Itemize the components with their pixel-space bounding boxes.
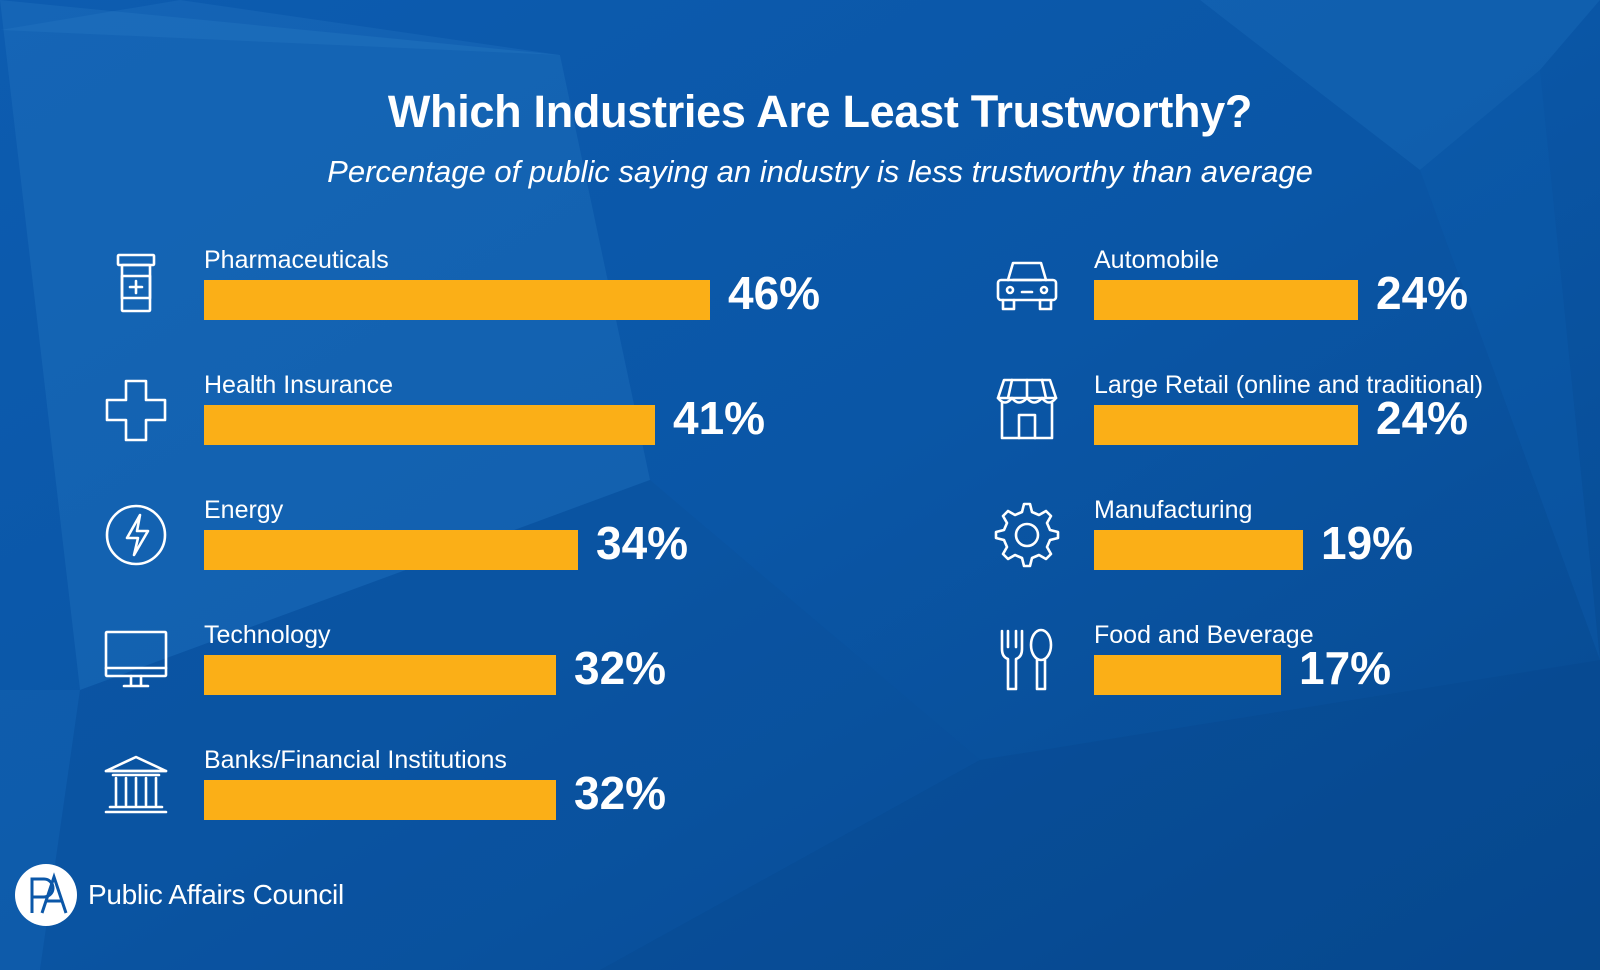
- fork-spoon-icon: [1000, 628, 1053, 691]
- bar: [204, 530, 578, 570]
- bar-label: Food and Beverage: [1094, 621, 1314, 649]
- lightning-bolt-icon: [105, 504, 167, 566]
- bar-label: Energy: [204, 496, 284, 524]
- bar: [1094, 655, 1281, 695]
- bar-value-label: 34%: [596, 517, 689, 569]
- bank-building-icon: [104, 755, 168, 814]
- bar-row-technology: Technology 32%: [101, 621, 721, 711]
- bar-value-label: 32%: [574, 767, 667, 819]
- storefront-icon: [996, 378, 1058, 440]
- bar-value-label: 46%: [728, 267, 821, 319]
- bar-value-label: 41%: [673, 392, 766, 444]
- bar-label: Technology: [204, 621, 331, 649]
- computer-monitor-icon: [104, 630, 168, 688]
- bar: [1094, 530, 1303, 570]
- bar-row-manufacturing: Manufacturing 19%: [992, 496, 1600, 586]
- gear-icon: [994, 502, 1060, 568]
- bar-row-large-retail-online-and-traditional: Large Retail (online and traditional) 24%: [992, 371, 1600, 461]
- bar: [204, 280, 710, 320]
- bar-row-health-insurance: Health Insurance 41%: [101, 371, 765, 461]
- bar: [1094, 405, 1358, 445]
- bar-value-label: 24%: [1376, 267, 1469, 319]
- bar-label: Automobile: [1094, 246, 1220, 274]
- chart-title: Which Industries Are Least Trustworthy?: [387, 86, 1253, 137]
- bar-value-label: 19%: [1321, 517, 1414, 569]
- pac-logo-icon: [15, 864, 77, 926]
- pill-bottle-icon: [116, 253, 156, 313]
- bar-row-banks-financial-institutions: Banks/Financial Institutions 32%: [101, 746, 721, 836]
- chart-subtitle: Percentage of public saying an industry …: [327, 154, 1313, 189]
- bar: [204, 405, 655, 445]
- bar-row-pharmaceuticals: Pharmaceuticals 46%: [101, 246, 820, 336]
- bar-value-label: 32%: [574, 642, 667, 694]
- bar-label: Large Retail (online and traditional): [1094, 371, 1484, 399]
- medical-cross-icon: [105, 379, 167, 442]
- bar: [204, 655, 556, 695]
- bar-row-automobile: Automobile 24%: [992, 246, 1600, 336]
- bar-value-label: 24%: [1376, 392, 1469, 444]
- bar-label: Health Insurance: [204, 371, 394, 399]
- bar: [1094, 280, 1358, 320]
- brand-footer: Public Affairs Council: [14, 862, 344, 928]
- bar-row-food-and-beverage: Food and Beverage 17%: [992, 621, 1600, 711]
- bar: [204, 780, 556, 820]
- bar-label: Pharmaceuticals: [204, 246, 389, 274]
- brand-name: Public Affairs Council: [88, 879, 344, 910]
- bar-value-label: 17%: [1299, 642, 1392, 694]
- bar-label: Banks/Financial Institutions: [204, 746, 507, 774]
- car-icon: [996, 261, 1058, 311]
- bar-label: Manufacturing: [1094, 496, 1253, 524]
- bar-row-energy: Energy 34%: [101, 496, 721, 586]
